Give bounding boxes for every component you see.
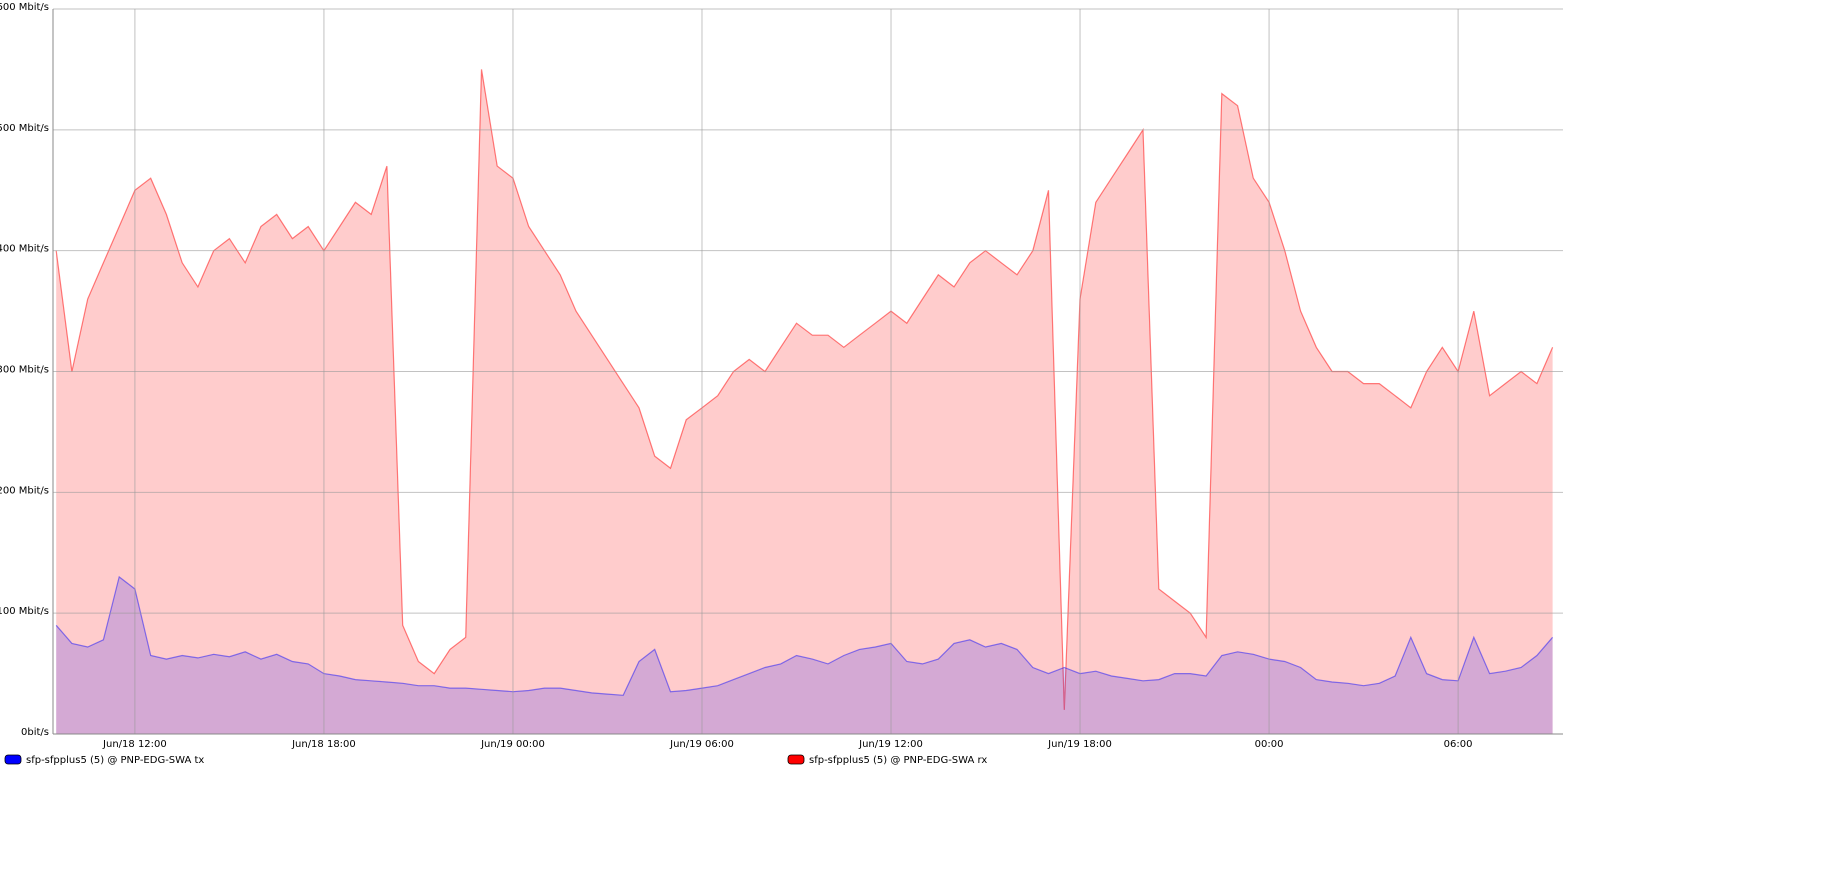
legend-label: sfp-sfpplus5 (5) @ PNP-EDG-SWA tx: [26, 755, 204, 766]
y-tick-label: 100 Mbit/s: [0, 606, 49, 617]
legend-swatch: [4, 754, 22, 765]
series-line: [55, 575, 1554, 696]
y-tick-label: 0bit/s: [21, 727, 49, 738]
series-area: [56, 69, 1553, 734]
y-tick-label: 400 Mbit/s: [0, 244, 49, 255]
x-tick-label: Jun/19 06:00: [669, 739, 734, 750]
y-tick-label: 200 Mbit/s: [0, 485, 49, 496]
x-tick-label: Jun/19 00:00: [480, 739, 545, 750]
y-tick-label: 500 Mbit/s: [0, 123, 49, 134]
x-tick-label: 00:00: [1255, 739, 1284, 750]
x-tick-label: Jun/19 12:00: [858, 739, 923, 750]
series-line: [55, 69, 1554, 710]
y-tick-label: 300 Mbit/s: [0, 365, 49, 376]
x-tick-label: Jun/18 18:00: [291, 739, 356, 750]
x-tick-label: Jun/19 18:00: [1047, 739, 1112, 750]
x-tick-label: Jun/18 12:00: [102, 739, 167, 750]
series-area: [56, 576, 1553, 734]
x-tick-label: 06:00: [1444, 739, 1473, 750]
legend-swatch: [787, 754, 805, 765]
legend-label: sfp-sfpplus5 (5) @ PNP-EDG-SWA rx: [809, 755, 987, 766]
y-tick-label: 600 Mbit/s: [0, 2, 49, 13]
